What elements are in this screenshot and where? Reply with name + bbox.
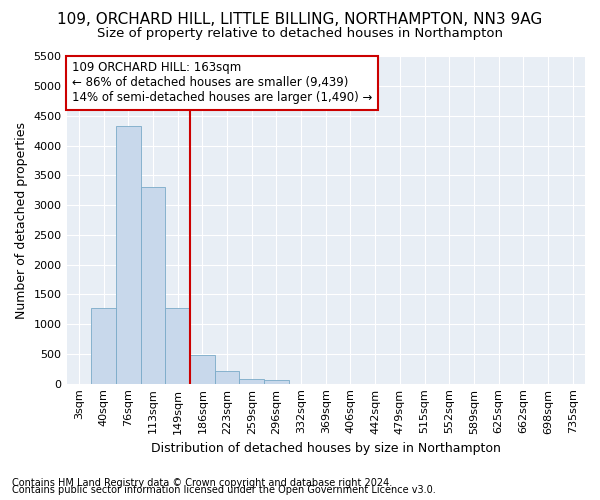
Bar bbox=[165, 308, 190, 384]
Text: 109 ORCHARD HILL: 163sqm
← 86% of detached houses are smaller (9,439)
14% of sem: 109 ORCHARD HILL: 163sqm ← 86% of detach… bbox=[72, 62, 372, 104]
Bar bbox=[239, 379, 264, 384]
Text: Size of property relative to detached houses in Northampton: Size of property relative to detached ho… bbox=[97, 28, 503, 40]
Bar bbox=[215, 370, 239, 384]
Text: 109, ORCHARD HILL, LITTLE BILLING, NORTHAMPTON, NN3 9AG: 109, ORCHARD HILL, LITTLE BILLING, NORTH… bbox=[58, 12, 542, 28]
Bar bbox=[116, 126, 140, 384]
Bar bbox=[140, 188, 165, 384]
X-axis label: Distribution of detached houses by size in Northampton: Distribution of detached houses by size … bbox=[151, 442, 501, 455]
Text: Contains HM Land Registry data © Crown copyright and database right 2024.: Contains HM Land Registry data © Crown c… bbox=[12, 478, 392, 488]
Bar bbox=[190, 355, 215, 384]
Y-axis label: Number of detached properties: Number of detached properties bbox=[15, 122, 28, 318]
Bar bbox=[264, 380, 289, 384]
Text: Contains public sector information licensed under the Open Government Licence v3: Contains public sector information licen… bbox=[12, 485, 436, 495]
Bar bbox=[91, 308, 116, 384]
